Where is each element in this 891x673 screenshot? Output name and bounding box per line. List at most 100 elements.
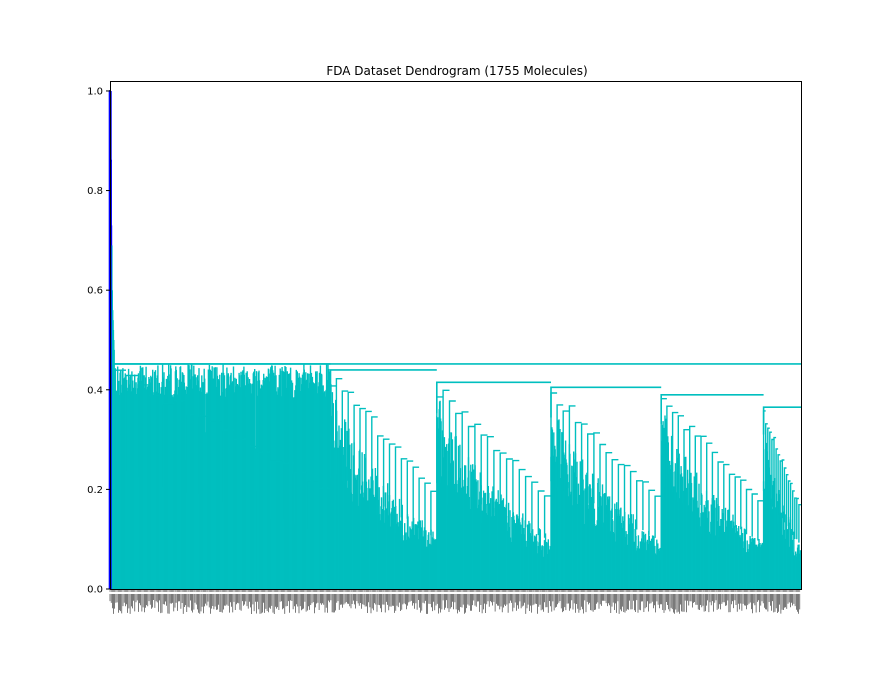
dendrogram-link <box>767 427 770 501</box>
dendrogram-link <box>531 481 539 531</box>
dendrogram-link <box>611 459 619 518</box>
dendrogram-link <box>173 399 187 486</box>
dendrogram-link <box>245 445 259 511</box>
dendrogram-link <box>436 396 444 484</box>
dendrogram-link <box>424 482 431 531</box>
dendrogram-link <box>568 405 576 489</box>
dendrogram-link <box>605 452 613 514</box>
dendrogram-link <box>406 460 414 519</box>
dendrogram-link <box>394 446 402 511</box>
dendrogram-link <box>762 406 801 435</box>
dendrogram-link <box>580 423 588 499</box>
plot-area <box>108 90 802 589</box>
dendrogram-link <box>550 386 662 418</box>
dendrogram-link <box>617 463 625 521</box>
dendrogram-link <box>161 403 175 488</box>
dendrogram-link <box>717 461 724 520</box>
dendrogram-link <box>787 480 791 530</box>
dendrogram-link <box>689 425 696 500</box>
dendrogram-link <box>353 404 360 488</box>
dendrogram-link <box>671 411 679 492</box>
dendrogram-link <box>400 458 408 518</box>
dendrogram-link <box>543 495 551 538</box>
dendrogram-link <box>329 385 337 478</box>
dendrogram-link <box>775 448 779 512</box>
dendrogram-link <box>418 477 425 529</box>
dendrogram-link <box>317 487 331 534</box>
dendrogram-link <box>623 464 631 522</box>
dendrogram-link <box>745 488 753 535</box>
dendrogram-link <box>233 438 247 507</box>
dendrogram-link <box>430 490 437 536</box>
axes-frame <box>110 81 802 590</box>
dendrogram-link <box>757 500 764 541</box>
dendrogram-link <box>461 411 469 492</box>
y-tick-label: 0.0 <box>87 585 103 596</box>
dendrogram-link <box>388 443 396 510</box>
dendrogram-link <box>666 405 673 489</box>
dendrogram-link <box>723 463 730 521</box>
dendrogram-link <box>499 452 507 515</box>
dendrogram-link <box>773 436 777 506</box>
dendrogram-link <box>785 474 789 527</box>
chart-title: FDA Dataset Dendrogram (1755 Molecules) <box>326 64 587 78</box>
dendrogram-link <box>125 374 138 472</box>
dendrogram-link <box>599 443 607 510</box>
dendrogram-link <box>789 482 793 531</box>
dendrogram-link <box>694 435 701 505</box>
dendrogram-link <box>480 434 488 505</box>
dendrogram-link <box>537 490 545 536</box>
dendrogram-link <box>137 384 150 477</box>
dendrogram-link <box>329 369 437 403</box>
dendrogram-link <box>636 480 643 530</box>
dendrogram-link <box>448 400 456 486</box>
dendrogram-link <box>493 449 501 513</box>
dendrogram-link <box>587 433 594 504</box>
dendrogram-link <box>281 462 295 520</box>
dendrogram-link <box>796 497 799 540</box>
dendrogram-link <box>455 412 463 493</box>
y-axis: 0.0 0.2 0.4 0.6 0.8 1.0 <box>87 86 110 596</box>
dendrogram-link <box>711 451 719 514</box>
dendrogram-link <box>562 410 570 492</box>
dendrogram-link <box>505 458 513 518</box>
dendrogram-link <box>436 381 551 414</box>
dendrogram-link <box>335 378 343 474</box>
dendrogram-link <box>792 490 795 535</box>
dendrogram-link <box>593 432 600 504</box>
dendrogram-link <box>486 436 494 506</box>
y-tick-label: 0.2 <box>87 485 103 496</box>
y-tick-label: 0.6 <box>87 286 103 297</box>
dendrogram-link <box>798 504 801 543</box>
dendrogram-link <box>382 438 390 507</box>
dendrogram-link <box>734 476 741 528</box>
dendrogram-link <box>293 471 307 525</box>
dendrogram-link <box>660 398 667 485</box>
dendrogram-link <box>221 429 235 502</box>
dendrogram-link <box>467 425 475 500</box>
y-tick-label: 0.8 <box>87 186 103 197</box>
dendrogram-link <box>660 394 764 424</box>
dendrogram-link <box>518 468 526 524</box>
dendrogram-link <box>677 415 684 494</box>
dendrogram-link <box>550 392 558 482</box>
x-axis-leaf-ticks <box>109 589 801 614</box>
dendrogram-link <box>377 435 384 505</box>
dendrogram-link <box>740 479 747 530</box>
dendrogram-link <box>412 466 420 522</box>
dendrogram-link <box>683 429 690 502</box>
dendrogram-link <box>781 459 785 519</box>
dendrogram-link <box>474 423 482 499</box>
dendrogram-link <box>728 473 736 526</box>
dendrogram-link <box>762 410 766 491</box>
dendrogram-link <box>524 475 532 528</box>
dendrogram-link <box>648 489 656 535</box>
dendrogram-link <box>700 435 707 505</box>
dendrogram-link <box>777 454 781 516</box>
dendrogram-link <box>512 459 520 519</box>
y-tick-label: 1.0 <box>87 86 103 97</box>
dendrogram-link <box>185 413 199 494</box>
dendrogram-link <box>365 410 372 492</box>
dendrogram-link <box>149 394 163 483</box>
